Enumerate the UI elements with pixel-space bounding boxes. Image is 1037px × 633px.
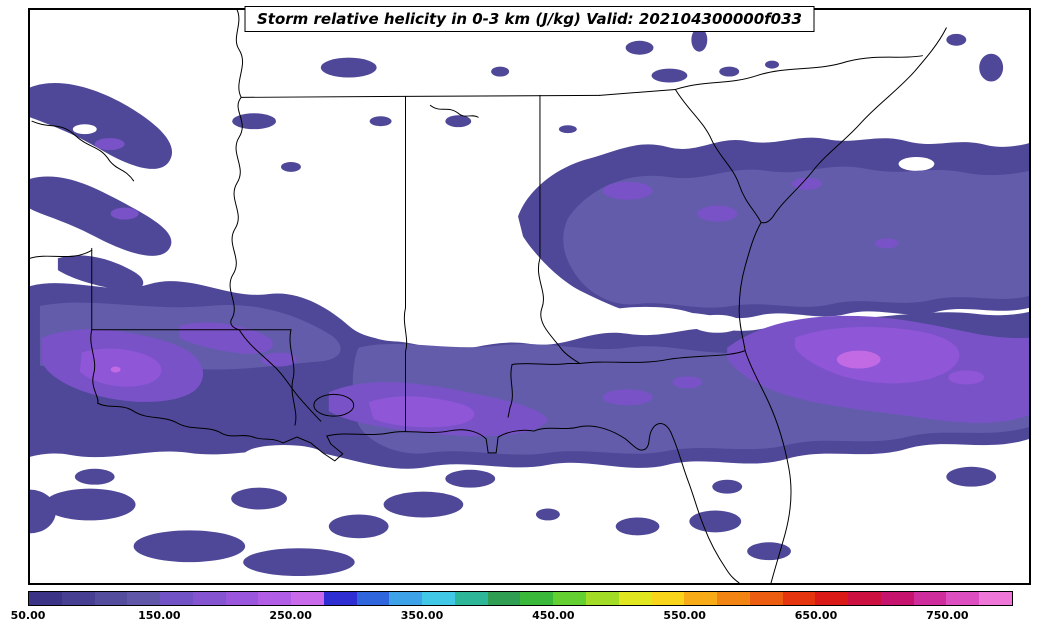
colorbar-tick-label: 50.00 — [10, 609, 46, 622]
colorbar-segment — [717, 592, 750, 605]
colorbar-segment — [454, 592, 488, 605]
colorbar-tick-label: 650.00 — [794, 609, 838, 622]
lake-pontchartrain-outline — [313, 393, 355, 417]
colorbar-tick-label: 150.00 — [138, 609, 181, 622]
colorbar-segment — [258, 592, 292, 605]
colorbar-segment — [323, 592, 357, 605]
colorbar-segment — [389, 592, 423, 605]
map-title: Storm relative helicity in 0-3 km (J/kg)… — [244, 6, 815, 32]
colorbar-segment — [684, 592, 718, 605]
colorbar-segment — [913, 592, 947, 605]
colorbar — [28, 591, 1013, 606]
colorbar-segment — [487, 592, 521, 605]
colorbar-segment — [356, 592, 390, 605]
colorbar-segment — [782, 592, 816, 605]
colorbar-tick-label: 350.00 — [400, 609, 444, 622]
colorbar-segment — [946, 592, 980, 605]
state-boundaries — [30, 10, 947, 583]
colorbar-segment — [880, 592, 914, 605]
colorbar-tick-label: 550.00 — [663, 609, 706, 622]
colorbar-segment — [553, 592, 587, 605]
colorbar-segment — [848, 592, 881, 605]
colorbar-segment — [651, 592, 685, 605]
colorbar-segment — [192, 592, 226, 605]
colorbar-tick-label: 450.00 — [532, 609, 575, 622]
colorbar-tick-label: 750.00 — [926, 609, 969, 622]
colorbar-segment — [520, 592, 554, 605]
colorbar-segment — [29, 592, 62, 605]
colorbar-segment — [160, 592, 193, 605]
contour-fills — [30, 15, 1029, 577]
gulf-coastline — [97, 402, 740, 583]
colorbar-segment — [979, 592, 1012, 605]
colorbar-segment — [815, 592, 849, 605]
colorbar-segment — [127, 592, 161, 605]
colorbar-segment — [749, 592, 783, 605]
colorbar-tick-labels: 50.00 150.00 250.00 350.00 450.00 550.00 650.0… — [11, 609, 1013, 625]
colorbar-segment — [586, 592, 619, 605]
map-area: Storm relative helicity in 0-3 km (J/kg)… — [28, 6, 1031, 585]
colorbar-segment — [618, 592, 652, 605]
colorbar-segment — [94, 592, 128, 605]
atlantic-coastline — [738, 27, 947, 583]
colorbar-segment — [225, 592, 259, 605]
helicity-map-svg — [30, 10, 1029, 583]
colorbar-segment — [291, 592, 324, 605]
mississippi-river-line — [229, 10, 322, 422]
colorbar-tick-label: 250.00 — [269, 609, 312, 622]
colorbar-segment — [422, 592, 455, 605]
colorbar-segment — [61, 592, 95, 605]
